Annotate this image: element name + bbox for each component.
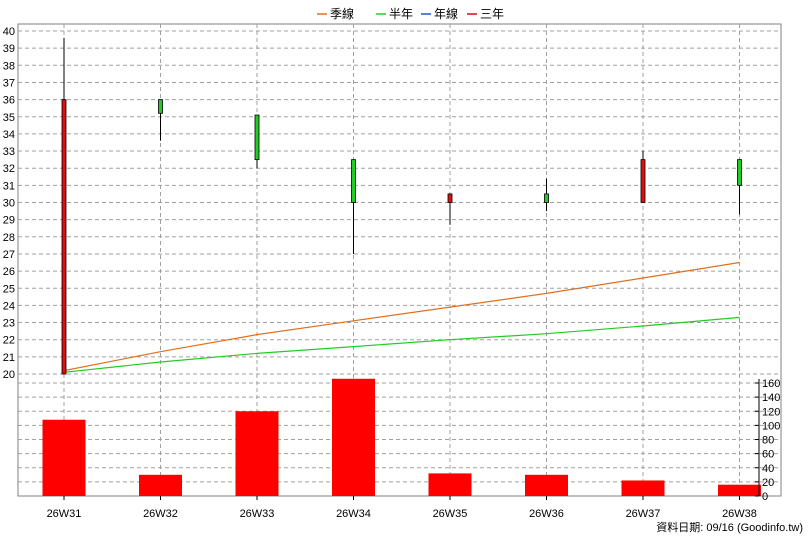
volume-tick-label: 0 [762, 491, 768, 503]
volume-bar [42, 419, 86, 496]
x-tick-label: 26W36 [529, 508, 564, 520]
footer-source: 資料日期: 09/16 (Goodinfo.tw) [656, 520, 803, 534]
price-tick-label: 29 [3, 215, 15, 227]
x-axis: 26W31 26W32 26W33 26W34 26W35 26W36 26W37 26W38 [47, 496, 757, 520]
price-tick-label: 23 [3, 318, 15, 330]
volume-bar [525, 474, 568, 496]
candle-body [640, 159, 646, 203]
volume-bar [139, 474, 182, 496]
price-tick-label: 31 [3, 180, 15, 192]
volume-bar [332, 378, 375, 496]
price-tick-label: 21 [3, 352, 15, 364]
price-tick-label: 36 [3, 95, 15, 107]
candle-body [351, 159, 356, 203]
ma-line [63, 261, 740, 372]
candlestick [640, 151, 646, 203]
price-tick-label: 33 [3, 146, 15, 158]
price-axis: 20 21 22 23 24 25 26 27 28 29 30 31 32 33 34 35 36 37 38 39… [3, 26, 15, 381]
price-tick-label: 32 [3, 163, 15, 175]
candlestick [544, 178, 549, 212]
x-tick-label: 26W31 [47, 508, 82, 520]
price-tick-label: 40 [3, 26, 15, 38]
price-tick-label: 26 [3, 266, 15, 278]
candlestick [737, 159, 742, 215]
legend: 季線 半年 年線 三年 [317, 6, 504, 21]
candlestick [447, 193, 453, 225]
legend-label: 三年 [480, 7, 504, 21]
candle-body [61, 99, 67, 375]
price-tick-label: 39 [3, 43, 15, 55]
price-tick-label: 34 [3, 129, 15, 141]
price-tick-label: 27 [3, 249, 15, 261]
price-tick-label: 35 [3, 112, 15, 124]
volume-bars [42, 378, 761, 496]
legend-label: 半年 [389, 7, 413, 21]
volume-tick-label: 60 [762, 449, 774, 461]
legend-item: 三年 [467, 7, 504, 21]
candle-body [544, 193, 549, 203]
price-tick-label: 25 [3, 283, 15, 295]
plot-frame [17, 23, 782, 497]
price-tick-label: 20 [3, 369, 15, 381]
x-tick-label: 26W34 [336, 508, 371, 520]
moving-average-lines [63, 261, 740, 373]
candle-body [447, 193, 453, 203]
volume-bar [428, 473, 472, 496]
price-tick-label: 37 [3, 77, 15, 89]
volume-tick-label: 40 [762, 463, 774, 475]
candlesticks [61, 37, 742, 375]
legend-item: 季線 [317, 6, 354, 21]
volume-bar [718, 484, 761, 496]
x-tick-label: 26W32 [143, 508, 178, 520]
legend-label: 季線 [330, 6, 354, 21]
volume-tick-label: 120 [762, 406, 780, 418]
candle-body [737, 159, 742, 186]
x-tick-label: 26W37 [626, 508, 661, 520]
candlestick [254, 114, 260, 169]
legend-item: 半年 [376, 7, 413, 21]
volume-tick-label: 80 [762, 435, 774, 447]
x-tick-label: 26W35 [433, 508, 468, 520]
price-tick-label: 24 [3, 300, 15, 312]
candlestick [158, 99, 163, 141]
candlestick [61, 37, 67, 375]
price-tick-label: 30 [3, 198, 15, 210]
volume-axis: 0 20 40 60 80 100 120 140 160 [755, 378, 780, 503]
price-tick-label: 28 [3, 232, 15, 244]
ma-line [63, 316, 740, 373]
legend-label: 年線 [434, 6, 458, 21]
volume-bar [621, 480, 665, 496]
candle-body [254, 114, 260, 161]
volume-bar [235, 411, 279, 496]
volume-tick-label: 160 [762, 378, 780, 390]
price-tick-label: 38 [3, 60, 15, 72]
legend-item: 年線 [421, 6, 458, 21]
volume-tick-label: 20 [762, 477, 774, 489]
volume-tick-label: 140 [762, 392, 780, 404]
grid [18, 24, 781, 496]
x-tick-label: 26W38 [722, 508, 757, 520]
candlestick [351, 159, 356, 254]
x-tick-label: 26W33 [240, 508, 275, 520]
volume-tick-label: 100 [762, 420, 780, 432]
price-tick-label: 22 [3, 335, 15, 347]
candle-body [158, 99, 163, 114]
